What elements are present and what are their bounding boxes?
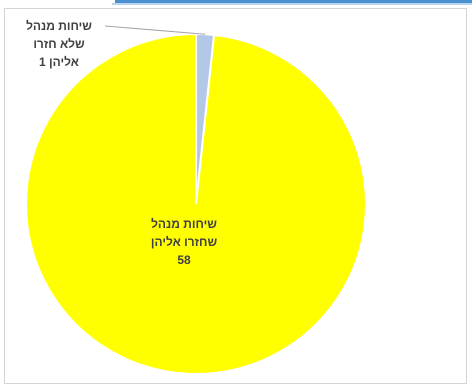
slice-label-0-line-1: שלא חזרו [33,37,85,51]
leader-line [104,25,206,35]
slice-label-1-line-2: 58 [177,253,191,267]
pie-slice-1 [25,32,367,375]
slice-label-1-line-0: שיחות מנהל [151,217,217,231]
pie-slices [25,32,367,375]
slice-label-0: שיחות מנהל שלא חזרו אליהן 1 [26,19,92,69]
slice-label-1: שיחות מנהל שחזרו אליהן 58 [151,217,218,267]
slice-label-1-line-1: שחזרו אליהן [151,235,218,249]
slice-label-0-line-2: אליהן 1 [39,55,79,69]
slice-label-0-line-0: שיחות מנהל [26,19,92,33]
slice-labels: שיחות מנהל שלא חזרו אליהן 1 שיחות מנהל שחזרו… [26,19,217,267]
header-accent-line [115,0,472,3]
header-accent-shadow [112,3,472,5]
